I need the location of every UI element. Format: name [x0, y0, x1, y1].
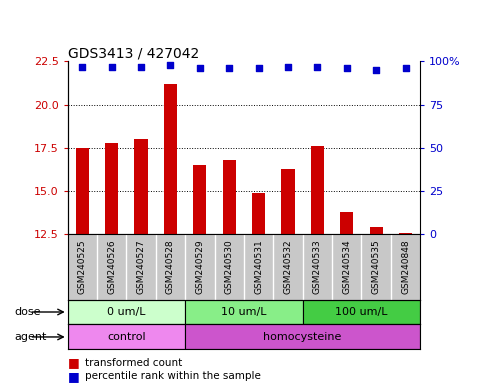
Text: GSM240526: GSM240526: [107, 240, 116, 294]
Text: GSM240529: GSM240529: [195, 240, 204, 294]
Text: 0 um/L: 0 um/L: [107, 307, 146, 317]
Point: [137, 63, 145, 70]
Text: GSM240532: GSM240532: [284, 240, 293, 294]
Point: [108, 63, 115, 70]
Bar: [340, 212, 354, 234]
Point: [196, 65, 204, 71]
Text: GSM240848: GSM240848: [401, 240, 410, 294]
Text: GSM240531: GSM240531: [254, 240, 263, 294]
Point: [313, 63, 321, 70]
Bar: [252, 193, 265, 234]
Text: GSM240534: GSM240534: [342, 240, 351, 294]
Text: 10 um/L: 10 um/L: [221, 307, 267, 317]
Text: 100 um/L: 100 um/L: [335, 307, 388, 317]
Bar: [76, 148, 89, 234]
Point: [284, 63, 292, 70]
Bar: [282, 169, 295, 234]
Point: [255, 65, 262, 71]
Text: GSM240525: GSM240525: [78, 240, 87, 294]
Point: [343, 65, 351, 71]
Bar: [399, 232, 412, 234]
Bar: [185, 324, 420, 349]
Text: GDS3413 / 427042: GDS3413 / 427042: [68, 46, 199, 60]
Point: [372, 67, 380, 73]
Text: GSM240530: GSM240530: [225, 240, 234, 294]
Bar: [223, 160, 236, 234]
Bar: [369, 227, 383, 234]
Bar: [193, 165, 206, 234]
Bar: [68, 300, 185, 324]
Point: [167, 62, 174, 68]
Point: [226, 65, 233, 71]
Bar: [68, 324, 185, 349]
Bar: [311, 146, 324, 234]
Text: ■: ■: [68, 356, 79, 369]
Text: GSM240528: GSM240528: [166, 240, 175, 294]
Text: GSM240527: GSM240527: [137, 240, 145, 294]
Point: [402, 65, 410, 71]
Text: homocysteine: homocysteine: [264, 332, 342, 342]
Bar: [164, 84, 177, 234]
Text: dose: dose: [14, 307, 41, 317]
Point: [78, 63, 86, 70]
Bar: [185, 300, 303, 324]
Text: transformed count: transformed count: [85, 358, 182, 368]
Bar: [303, 300, 420, 324]
Text: GSM240533: GSM240533: [313, 240, 322, 294]
Text: agent: agent: [14, 332, 47, 342]
Text: ■: ■: [68, 370, 79, 383]
Bar: [134, 139, 148, 234]
Text: percentile rank within the sample: percentile rank within the sample: [85, 371, 260, 381]
Bar: [105, 142, 118, 234]
Text: control: control: [107, 332, 146, 342]
Text: GSM240535: GSM240535: [371, 240, 381, 294]
